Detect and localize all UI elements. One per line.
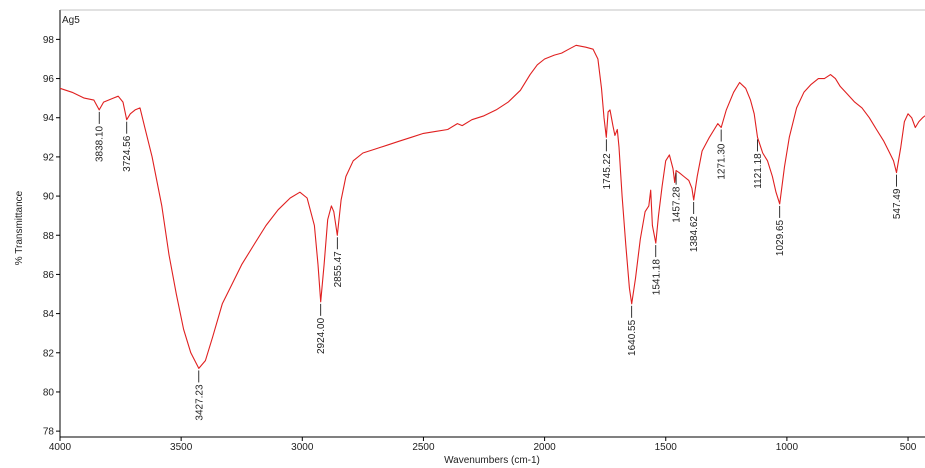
y-tick-label: 94 — [43, 113, 55, 124]
y-tick-label: 96 — [43, 74, 55, 85]
y-tick-label: 80 — [43, 387, 55, 398]
x-axis-ticks: 4000 3500 3000 2500 2000 1500 1000 500 — [49, 437, 917, 453]
chart-title: Ag5 — [62, 15, 80, 26]
peak-label: 1457.28 — [672, 186, 683, 223]
x-axis-title: Wavenumbers (cm-1) — [444, 455, 540, 466]
peak-label: 1121.18 — [753, 153, 764, 189]
peak-annotations: 3838.10 3724.56 3427.23 2924.00 2855.47 1745.… — [95, 111, 903, 421]
peak-label: 1745.22 — [602, 153, 613, 190]
y-tick-label: 90 — [43, 192, 55, 203]
y-tick-label: 86 — [43, 270, 55, 281]
x-tick-label: 3500 — [170, 442, 193, 453]
peak-label: 2924.00 — [316, 317, 327, 354]
peak-label: 1541.18 — [651, 259, 662, 296]
x-tick-label: 4000 — [49, 442, 72, 453]
plot-frame — [59, 9, 925, 438]
y-axis-ticks: 78 80 82 84 86 88 90 92 94 96 98 — [43, 35, 60, 438]
peak-label: 2855.47 — [333, 251, 344, 288]
x-tick-label: 2500 — [412, 442, 435, 453]
y-tick-label: 98 — [43, 35, 55, 46]
series-layer — [59, 44, 925, 369]
peak-label: 547.49 — [892, 188, 903, 219]
y-tick-label: 84 — [43, 309, 55, 320]
x-tick-label: 1000 — [776, 442, 799, 453]
peak-label: 1384.62 — [689, 216, 700, 253]
spectrum-line — [59, 44, 925, 369]
y-tick-label: 88 — [43, 231, 55, 242]
peak-label: 1029.65 — [775, 219, 786, 256]
peak-label: 3427.23 — [194, 384, 205, 421]
y-axis-title: % Transmittance — [14, 190, 25, 265]
y-tick-label: 78 — [43, 427, 55, 438]
x-tick-label: 1500 — [655, 442, 678, 453]
peak-label: 3838.10 — [95, 125, 106, 162]
x-tick-label: 500 — [900, 442, 917, 453]
peak-label: 3724.56 — [122, 135, 133, 172]
x-tick-label: 3000 — [291, 442, 314, 453]
peak-label: 1640.55 — [627, 319, 638, 356]
y-tick-label: 82 — [43, 348, 55, 359]
y-tick-label: 92 — [43, 152, 55, 163]
x-tick-label: 2000 — [533, 442, 556, 453]
peak-label: 1271.30 — [717, 143, 728, 180]
